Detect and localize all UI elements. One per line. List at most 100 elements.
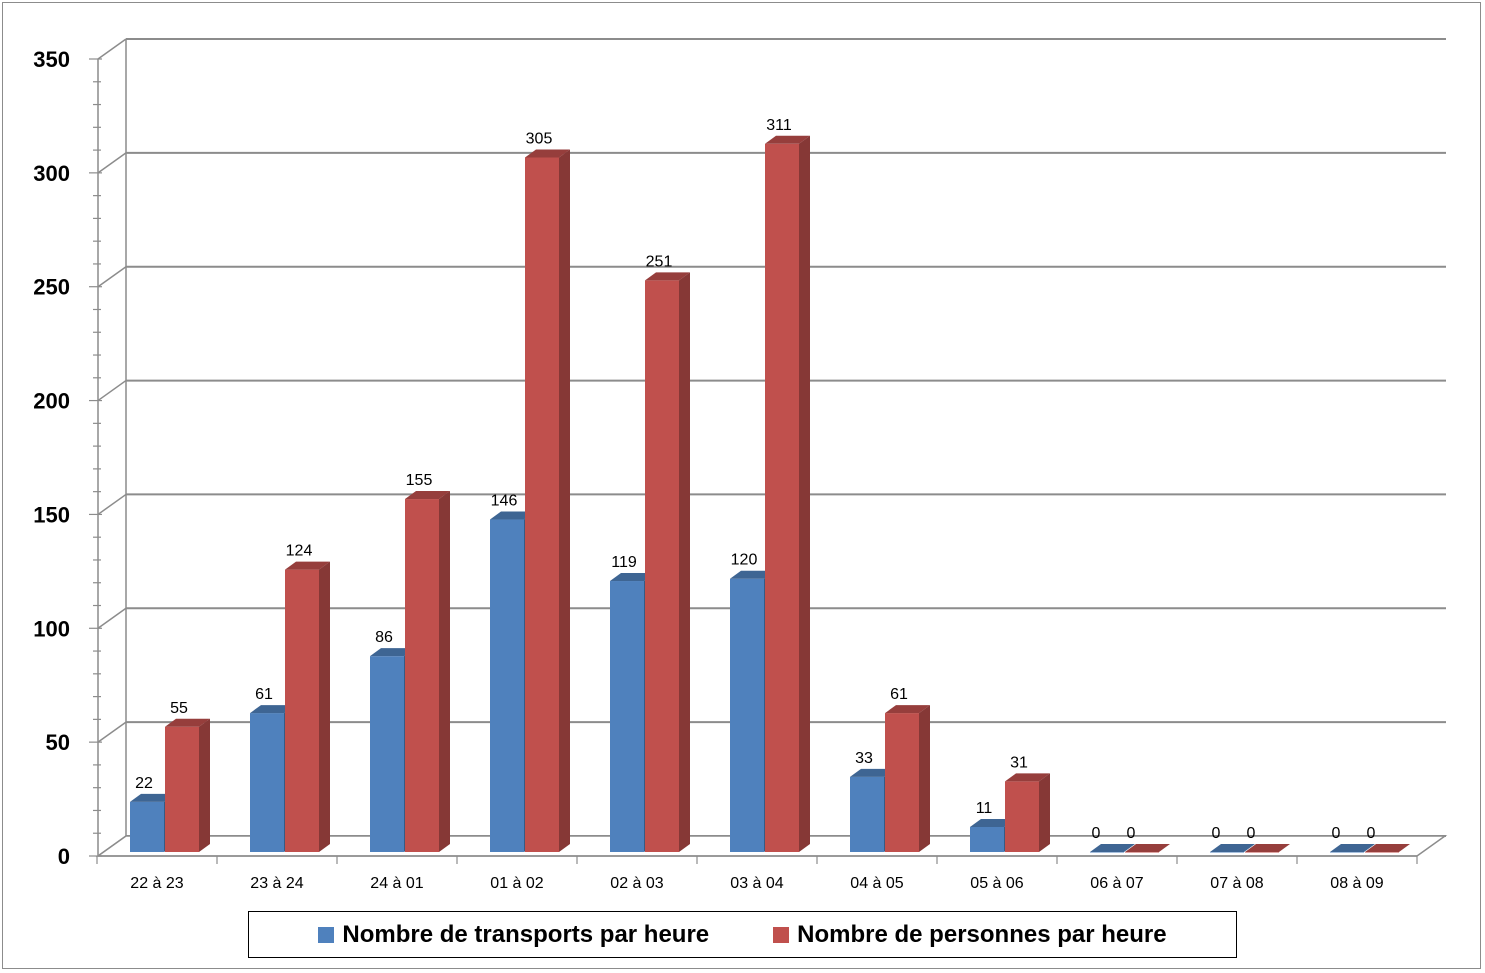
data-label: 31 — [1010, 754, 1028, 771]
data-label: 305 — [526, 130, 553, 147]
bar-front — [1245, 852, 1279, 853]
bar — [1090, 844, 1135, 853]
x-tick-label: 24 à 01 — [370, 875, 423, 892]
legend-item-personnes: Nombre de personnes par heure — [773, 920, 1167, 949]
x-tick-label: 23 à 24 — [250, 875, 303, 892]
bar — [850, 768, 895, 852]
bar-side — [319, 561, 330, 852]
bar-top — [250, 705, 295, 714]
data-label: 119 — [611, 554, 637, 571]
bar-side — [799, 135, 810, 852]
legend-item-transports: Nombre de transports par heure — [318, 921, 709, 949]
bar-front — [970, 826, 1004, 852]
x-tick-label: 08 à 09 — [1330, 875, 1383, 892]
bar-front — [730, 578, 764, 852]
axes: 0 50 100 150 200 250 300 350 22 à 23 23 à 24 24 à … — [33, 47, 1418, 892]
x-tick-label: 02 à 03 — [610, 875, 663, 892]
y-tick-label: 300 — [33, 161, 70, 186]
data-label: 0 — [1367, 825, 1376, 842]
bar-front — [1210, 852, 1244, 853]
bar-top — [130, 793, 175, 802]
bar-top — [1330, 844, 1375, 852]
data-label: 22 — [135, 775, 153, 792]
bar-front — [405, 499, 439, 852]
bar — [1365, 844, 1410, 853]
data-labels: 22 55 61 124 86 155 146 305 119 251 120 311 33 61 11 31… — [135, 117, 1375, 842]
x-tick-label: 06 à 07 — [1090, 875, 1143, 892]
x-tick-label: 22 à 23 — [130, 875, 183, 892]
bar — [1005, 773, 1050, 852]
bar-front — [1365, 852, 1399, 853]
bar — [285, 561, 330, 852]
bar-top — [730, 570, 775, 579]
bar — [765, 135, 810, 852]
data-label: 155 — [406, 472, 433, 489]
bar — [885, 705, 930, 852]
bar — [1245, 844, 1290, 853]
bar-top — [850, 768, 895, 777]
bar-side — [679, 272, 690, 852]
data-label: 61 — [255, 686, 273, 703]
bar — [645, 272, 690, 852]
bar-front — [285, 569, 319, 852]
bar-top — [610, 573, 655, 582]
y-tick-label: 0 — [58, 844, 70, 869]
bar — [405, 491, 450, 852]
x-tick-label: 05 à 06 — [970, 875, 1023, 892]
bar-front — [645, 280, 679, 852]
bar-top — [1245, 844, 1290, 852]
x-tick-label: 04 à 05 — [850, 875, 903, 892]
data-label: 86 — [375, 629, 393, 646]
bar-top — [165, 718, 210, 727]
bar-front — [490, 519, 524, 852]
bar-front — [250, 713, 284, 852]
bar-top — [645, 272, 690, 281]
x-tick-label: 03 à 04 — [730, 875, 783, 892]
legend: Nombre de transports par heure Nombre de… — [248, 911, 1237, 958]
bar-front — [525, 157, 559, 852]
x-tick-label: 07 à 08 — [1210, 875, 1263, 892]
data-label: 0 — [1212, 825, 1221, 842]
bar-top — [765, 135, 810, 144]
bar-top — [405, 491, 450, 500]
gridline-diagonal — [97, 38, 127, 60]
legend-swatch-transports — [318, 926, 335, 943]
legend-label-personnes: Nombre de personnes par heure — [797, 920, 1167, 948]
gridline-diagonal — [97, 493, 127, 516]
y-tick-label: 200 — [33, 389, 70, 414]
bar-top — [1090, 844, 1135, 852]
data-label: 0 — [1332, 825, 1341, 842]
bar-side — [199, 718, 210, 852]
bar-top — [1005, 773, 1050, 782]
bar — [525, 149, 570, 852]
bar-top — [370, 648, 415, 657]
data-label: 120 — [731, 552, 758, 569]
bar-side — [919, 705, 930, 852]
data-label: 251 — [646, 253, 673, 270]
data-label: 146 — [491, 493, 518, 510]
gridline-diagonal — [97, 152, 127, 174]
gridline-diagonal — [97, 607, 127, 629]
bar-top — [970, 818, 1015, 827]
gridline-diagonal — [97, 379, 127, 402]
data-label: 0 — [1092, 825, 1101, 842]
bar-top — [490, 511, 535, 520]
bar-front — [610, 581, 644, 852]
bar-side — [1039, 773, 1050, 852]
bar-front — [1005, 781, 1039, 852]
gridline-diagonal — [97, 266, 127, 288]
bar-front — [1125, 852, 1159, 853]
bar — [1330, 844, 1375, 853]
y-tick-label: 350 — [33, 47, 70, 72]
bar-side — [559, 149, 570, 852]
bar-top — [525, 149, 570, 158]
bar-front — [165, 726, 199, 852]
data-label: 0 — [1247, 825, 1256, 842]
bar-top — [285, 561, 330, 570]
y-tick-label: 50 — [46, 730, 70, 755]
bar-front — [370, 656, 404, 852]
bar-side — [439, 491, 450, 852]
y-tick-label: 100 — [33, 616, 70, 641]
data-label: 124 — [286, 543, 313, 560]
